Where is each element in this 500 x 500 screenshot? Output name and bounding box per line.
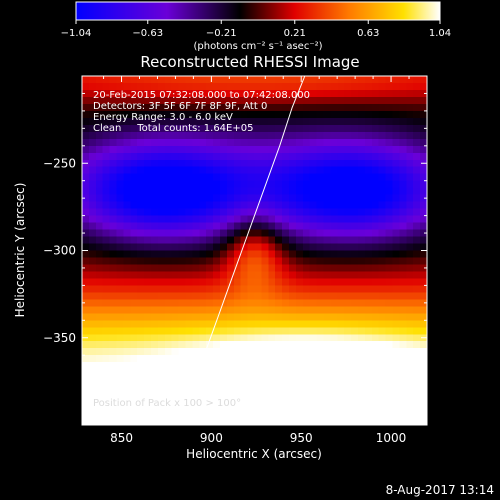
colorbar: −1.04 −0.63 −0.21 0.21 0.63 1.04 (photons cm⁻… xyxy=(61,1,451,52)
colorbar-tick-label: −1.04 xyxy=(61,28,92,39)
colorbar-ticks: −1.04 −0.63 −0.21 0.21 0.63 1.04 xyxy=(61,20,451,39)
y-axis: −250 −300 −350 xyxy=(43,92,427,409)
x-axis: 850 900 950 1000 xyxy=(103,76,428,445)
x-tick-label: 1000 xyxy=(376,431,407,445)
x-tick-label: 900 xyxy=(200,431,223,445)
footer-date: 8-Aug-2017 13:14 xyxy=(386,483,494,497)
chart-title: Reconstructed RHESSI Image xyxy=(140,53,359,71)
y-axis-label: Heliocentric Y (arcsec) xyxy=(13,183,27,318)
colorbar-tick-label: −0.21 xyxy=(206,28,237,39)
colorbar-unit-label: (photons cm⁻² s⁻¹ asec⁻²) xyxy=(193,41,322,52)
annotation-limb: Position of Pack x 100 > 100° xyxy=(93,398,241,409)
colorbar-tick-label: 0.21 xyxy=(284,28,306,39)
annotation-clean: Clean Total counts: 1.64E+05 xyxy=(93,123,253,134)
y-tick-label: −350 xyxy=(43,331,76,345)
colorbar-tick-label: 0.63 xyxy=(357,28,379,39)
limb-curve xyxy=(178,75,306,426)
annotation-detectors: Detectors: 3F 5F 6F 7F 8F 9F, Att 0 xyxy=(93,101,267,112)
colorbar-tick-label: −0.63 xyxy=(132,28,163,39)
annotations: 20-Feb-2015 07:32:08.000 to 07:42:08.000… xyxy=(93,90,310,409)
x-tick-label: 850 xyxy=(110,431,133,445)
annotation-time: 20-Feb-2015 07:32:08.000 to 07:42:08.000 xyxy=(93,90,310,101)
annotation-energy: Energy Range: 3.0 - 6.0 keV xyxy=(93,112,233,123)
y-tick-label: −250 xyxy=(43,156,76,170)
colorbar-gradient xyxy=(75,1,441,21)
heatmap-image xyxy=(81,75,428,426)
colorbar-tick-label: 1.04 xyxy=(429,28,451,39)
x-tick-label: 950 xyxy=(290,431,313,445)
heatmap-raster xyxy=(82,76,427,425)
x-axis-label: Heliocentric X (arcsec) xyxy=(186,447,322,461)
y-tick-label: −300 xyxy=(43,244,76,258)
